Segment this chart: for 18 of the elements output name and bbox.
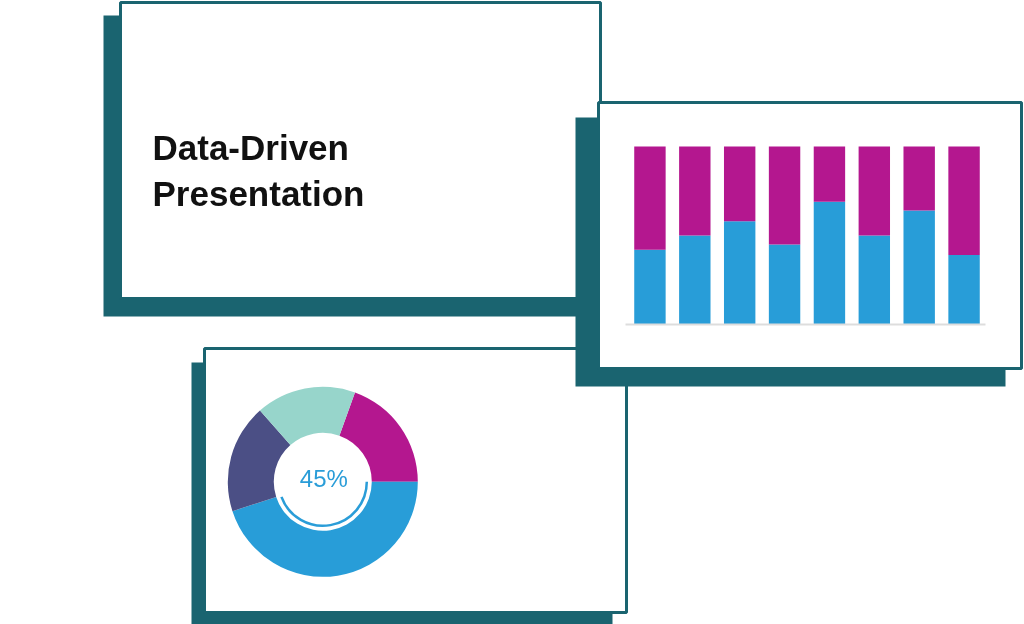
bar [679, 146, 711, 236]
text: 45% [299, 465, 348, 493]
bar [948, 255, 980, 325]
bar [634, 146, 666, 250]
bar [813, 146, 846, 202]
bar [948, 146, 980, 256]
bar [858, 146, 891, 236]
bar [768, 244, 801, 325]
text: Data-Driven Presentation [152, 127, 365, 213]
bar [903, 146, 935, 211]
bar [634, 249, 666, 325]
bar [723, 146, 756, 222]
bar [679, 235, 711, 325]
bar [858, 235, 891, 325]
bar [768, 146, 801, 245]
bar [813, 201, 846, 325]
bar [903, 210, 935, 325]
bar [723, 221, 756, 325]
